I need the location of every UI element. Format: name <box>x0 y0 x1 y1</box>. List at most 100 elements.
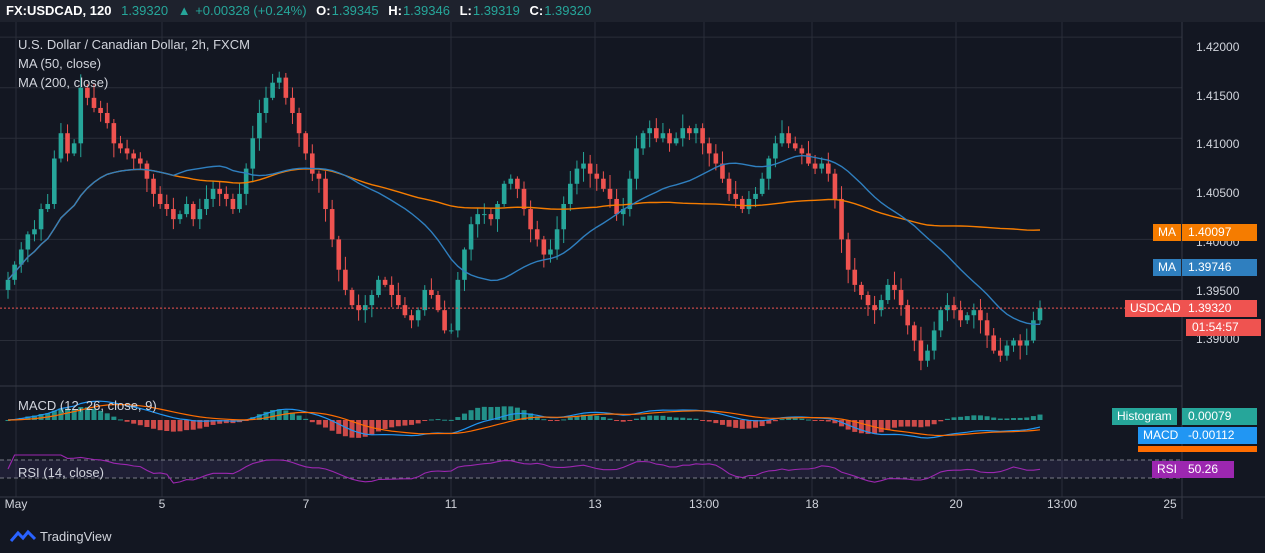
macd-histogram-bar <box>402 420 408 426</box>
macd-histogram-bar <box>587 414 593 420</box>
macd-histogram-bar <box>547 420 553 421</box>
macd-histogram-bar <box>197 420 203 429</box>
candle-body <box>852 269 858 285</box>
candle-body <box>118 143 123 149</box>
rsi-legend[interactable]: RSI (14, close) <box>18 465 104 480</box>
candle-body <box>415 310 421 321</box>
candle-body <box>759 178 765 194</box>
ma50-tag-value: 1.39746 <box>1182 259 1257 276</box>
macd-histogram-bar <box>567 417 573 420</box>
x-tick-label: 18 <box>805 497 819 511</box>
candle-body <box>495 204 500 220</box>
candle-body <box>733 193 738 199</box>
macd-histogram-bar <box>667 416 673 420</box>
macd-histogram-bar <box>852 420 858 432</box>
macd-histogram-bar <box>1011 418 1017 420</box>
x-tick-label: May <box>4 497 28 511</box>
macd-histogram-bar <box>190 420 196 430</box>
macd-histogram-bar <box>495 406 501 420</box>
macd-histogram-bar <box>792 418 798 420</box>
candle-body <box>931 330 937 351</box>
macd-histogram-bar <box>944 418 950 420</box>
macd-histogram-bar <box>733 420 739 428</box>
close-label: C: <box>529 3 544 18</box>
candle-body <box>296 113 302 134</box>
price-chart[interactable] <box>0 22 1265 519</box>
candle-body <box>65 133 70 154</box>
rsi-line <box>7 454 1041 484</box>
macd-histogram-bar <box>124 420 130 422</box>
macd-histogram-bar <box>984 416 990 420</box>
candle-body <box>409 315 414 321</box>
candle-body <box>237 193 242 210</box>
macd-histogram-bar <box>382 420 388 429</box>
macd-histogram-bar <box>31 415 37 420</box>
candle-body <box>508 178 514 184</box>
candle-body <box>938 310 944 331</box>
macd-histogram-bar <box>805 419 811 421</box>
symbol-info-bar: FX:USDCAD, 120 1.39320 ▲ +0.00328 (+0.24… <box>0 0 1265 22</box>
macd-histogram-bar <box>164 420 170 431</box>
macd-histogram-bar <box>971 415 977 420</box>
candle-body <box>356 305 361 311</box>
macd-histogram-bar <box>256 414 262 420</box>
macd-histogram-bar <box>706 420 712 422</box>
candle-body <box>892 284 897 290</box>
candle-body <box>912 325 917 341</box>
macd-histogram-bar <box>38 414 44 420</box>
ma50-legend[interactable]: MA (50, close) <box>18 56 102 71</box>
candle-body <box>554 229 560 250</box>
histogram-tag-value: 0.00079 <box>1182 408 1257 425</box>
macd-histogram-bar <box>329 420 335 431</box>
macd-histogram-bar <box>832 420 838 424</box>
macd-histogram-bar <box>528 413 534 420</box>
last-price: 1.39320 <box>121 3 169 18</box>
candle-body <box>799 148 805 154</box>
candle-body <box>587 163 593 174</box>
candle-body <box>177 214 183 220</box>
macd-histogram-bar <box>389 420 395 428</box>
macd-legend[interactable]: MACD (12, 26, close, 9) <box>18 398 157 413</box>
macd-histogram-bar <box>65 408 71 420</box>
macd-histogram-bar <box>283 410 289 420</box>
macd-histogram-bar <box>217 420 223 424</box>
symbol-label[interactable]: FX:USDCAD, 120 <box>6 3 112 18</box>
candle-body <box>38 209 44 230</box>
macd-histogram-bar <box>210 420 216 425</box>
candle-body <box>32 229 37 235</box>
footer-bar <box>0 519 1265 553</box>
tradingview-brand[interactable]: TradingView <box>40 529 112 544</box>
tradingview-logo-icon[interactable] <box>10 529 36 545</box>
macd-histogram-bar <box>878 420 884 433</box>
macd-histogram-bar <box>415 420 421 424</box>
macd-histogram-bar <box>1037 414 1043 420</box>
x-tick-label: 7 <box>302 497 310 511</box>
candle-body <box>647 128 652 134</box>
candle-body <box>230 198 236 210</box>
macd-histogram-bar <box>461 413 467 420</box>
histogram-tag-label: Histogram <box>1112 408 1177 425</box>
candle-body <box>918 340 924 361</box>
ma50-tag-label: MA <box>1153 259 1181 276</box>
candle-body <box>104 113 110 124</box>
macd-histogram-bar <box>977 415 983 420</box>
x-tick-label: 13:00 <box>688 497 720 511</box>
x-tick-label: 20 <box>949 497 963 511</box>
ma200-tag-label: MA <box>1153 224 1181 241</box>
candle-body <box>998 350 1003 356</box>
x-tick-label: 5 <box>158 497 166 511</box>
macd-histogram-bar <box>614 420 620 421</box>
macd-histogram-bar <box>309 420 315 423</box>
macd-histogram-bar <box>177 420 183 432</box>
candle-body <box>52 158 57 204</box>
candle-body <box>455 279 461 331</box>
ma200-legend[interactable]: MA (200, close) <box>18 75 109 90</box>
macd-histogram-bar <box>726 420 732 427</box>
candle-body <box>792 143 798 149</box>
macd-histogram-bar <box>111 416 117 420</box>
macd-histogram-bar <box>428 419 434 421</box>
candle-body <box>184 204 189 215</box>
macd-histogram-bar <box>739 420 745 429</box>
x-tick-label: 25 <box>1163 497 1177 511</box>
candle-body <box>1037 308 1043 321</box>
